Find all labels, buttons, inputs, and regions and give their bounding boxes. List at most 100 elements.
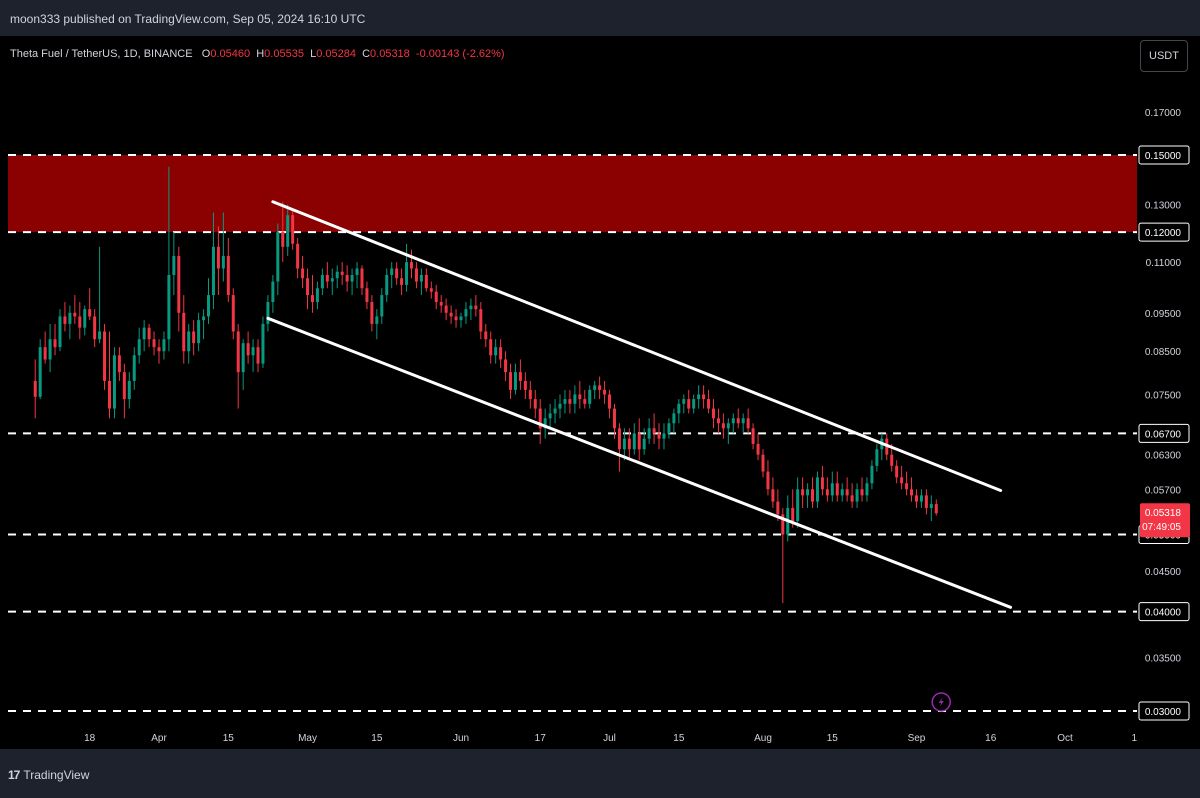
candle-body	[504, 359, 508, 373]
candle-body	[310, 295, 314, 303]
candle-body	[692, 399, 696, 409]
candle-body	[667, 423, 671, 434]
candle-body	[157, 347, 161, 352]
candle-body	[192, 331, 196, 344]
close-label: C	[362, 48, 371, 60]
candle-body	[251, 347, 255, 356]
x-tick-label: 16	[985, 733, 997, 744]
candle-body	[929, 504, 933, 508]
candle-body	[568, 399, 572, 404]
y-tick-label: 0.03500	[1145, 654, 1182, 665]
candle-body	[523, 380, 527, 390]
candle-body	[484, 331, 488, 340]
candle-body	[83, 309, 87, 328]
candle-body	[687, 399, 691, 409]
x-tick-label: 17	[535, 733, 547, 744]
candle-body	[449, 312, 453, 317]
candle-body	[276, 232, 280, 282]
candle-body	[93, 316, 97, 340]
supply-zone	[8, 155, 1137, 233]
level-price-box	[1138, 145, 1190, 165]
candle-body	[642, 438, 646, 450]
candle-body	[409, 262, 413, 269]
candle-body	[840, 489, 844, 496]
candle-body	[850, 495, 854, 502]
candle-body	[533, 399, 537, 409]
candle-body	[370, 302, 374, 324]
candle-body	[147, 327, 151, 340]
candle-body	[301, 268, 305, 279]
currency-button[interactable]: USDT	[1140, 40, 1188, 72]
candle-body	[731, 418, 735, 424]
candle-body	[137, 339, 141, 356]
candle-body	[360, 268, 364, 289]
candle-body	[553, 408, 557, 414]
candle-body	[231, 295, 235, 332]
candle-body	[494, 347, 498, 356]
candle-body	[617, 428, 621, 450]
candle-body	[306, 278, 310, 296]
candle-body	[513, 372, 517, 390]
symbol-legend: Theta Fuel / TetherUS, 1D, BINANCE O0.05…	[10, 48, 505, 60]
candle-body	[459, 316, 463, 321]
candle-body	[538, 408, 542, 429]
candle-body	[657, 433, 661, 439]
candle-body	[924, 495, 928, 508]
x-tick-label: 15	[827, 733, 839, 744]
level-price-box	[1138, 602, 1190, 622]
tradingview-logo[interactable]: 17 TradingView	[8, 768, 89, 782]
candle-body	[815, 477, 819, 502]
candle-body	[919, 495, 923, 502]
candle-body	[914, 495, 918, 502]
candle-body	[558, 403, 562, 409]
level-price-label: 0.12000	[1145, 228, 1182, 239]
candle-body	[211, 246, 215, 296]
candle-body	[845, 489, 849, 496]
candle-body	[142, 327, 146, 340]
x-tick-label: May	[298, 733, 317, 744]
level-price-label: 0.15000	[1145, 151, 1182, 162]
candle-body	[152, 339, 156, 348]
candle-body	[172, 255, 176, 275]
candle-body	[335, 271, 339, 279]
last-price-label: 0.05318	[1145, 508, 1182, 519]
candle-body	[791, 507, 795, 521]
candle-body	[68, 312, 72, 324]
candle-body	[736, 418, 740, 424]
channel-line-upper	[271, 200, 1003, 492]
channel-line-lower	[266, 316, 1013, 609]
candle-body	[469, 305, 473, 310]
candle-body	[499, 347, 503, 360]
candle-body	[187, 331, 191, 352]
candle-body	[63, 316, 67, 324]
y-tick-label: 0.13000	[1145, 200, 1182, 211]
candle-body	[53, 339, 57, 348]
y-tick-label: 0.05700	[1145, 485, 1182, 496]
candle-body	[385, 274, 389, 296]
change-value: -0.00143 (-2.62%)	[415, 48, 505, 60]
y-tick-label: 0.07500	[1145, 390, 1182, 401]
candle-body	[830, 483, 834, 496]
level-price-label: 0.03000	[1145, 707, 1182, 718]
candle-body	[167, 274, 171, 340]
candle-body	[761, 454, 765, 472]
candle-body	[855, 489, 859, 502]
candle-body	[622, 438, 626, 450]
candle-body	[454, 316, 458, 321]
candle-body	[236, 331, 240, 373]
candle-body	[548, 413, 552, 419]
candle-body	[825, 489, 829, 496]
top-bar	[0, 0, 1200, 36]
y-tick-label: 0.08500	[1145, 347, 1182, 358]
candle-body	[593, 385, 597, 390]
candle-body	[647, 428, 651, 439]
candle-body	[934, 504, 938, 514]
candle-body	[107, 380, 111, 409]
candle-body	[464, 309, 468, 317]
symbol-name[interactable]: Theta Fuel / TetherUS, 1D, BINANCE	[10, 48, 193, 60]
candle-body	[702, 394, 706, 400]
candle-body	[637, 433, 641, 450]
candle-body	[811, 489, 815, 502]
candle-body	[444, 305, 448, 313]
